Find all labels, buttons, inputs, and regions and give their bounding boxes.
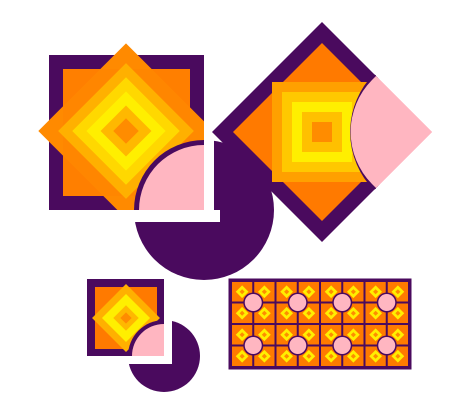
pattern-notch — [378, 337, 396, 354]
pattern-notch — [244, 294, 262, 311]
pattern-notch — [289, 337, 307, 354]
pattern-cell — [365, 303, 386, 323]
pattern-cell — [232, 282, 253, 302]
pattern-notch — [244, 337, 262, 354]
pattern-notch — [289, 294, 307, 311]
pattern-notch — [333, 337, 351, 354]
tiled-pattern — [228, 278, 412, 370]
pattern-border — [228, 278, 412, 370]
rotated-large-tile — [212, 22, 464, 242]
pattern-notch — [333, 294, 351, 311]
small-tile — [82, 275, 200, 392]
pattern-notch — [378, 294, 396, 311]
large-tile — [38, 43, 274, 280]
pattern-cell — [254, 346, 275, 366]
